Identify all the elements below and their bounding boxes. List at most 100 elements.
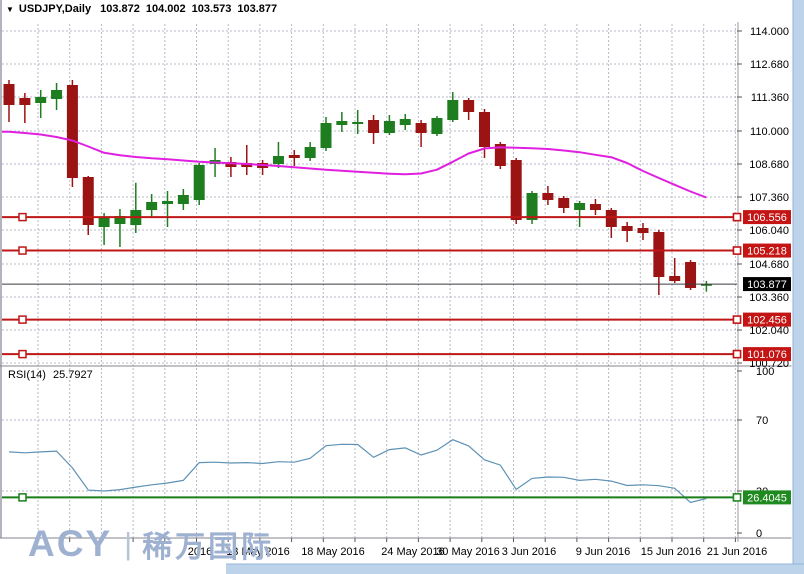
date-axis-label: 24 May 2016 <box>381 546 445 558</box>
price-axis-label: 103.360 <box>749 292 789 304</box>
candle-bull <box>98 218 110 227</box>
candle-bear <box>479 112 490 147</box>
candle-bear <box>494 144 506 166</box>
candle-bear <box>288 155 300 158</box>
rsi-name: RSI(14) <box>8 369 46 381</box>
date-axis-label: 13 May 2016 <box>226 546 290 558</box>
ma-layer <box>2 130 707 199</box>
rsi-line <box>8 439 707 504</box>
candle-bull <box>193 165 205 200</box>
candle-bear <box>558 198 570 208</box>
candle-bear <box>225 162 237 167</box>
rsi-hline-badge <box>743 490 791 505</box>
candle-bear <box>589 204 601 210</box>
price-axis-label: 114.000 <box>750 26 789 38</box>
window-bottom-border <box>226 564 804 574</box>
hline-price-badge <box>743 210 791 225</box>
candle-bear <box>637 228 649 233</box>
candle-bear <box>19 98 31 105</box>
ohlc-close: 103.877 <box>237 3 278 15</box>
candle-bear <box>669 276 681 281</box>
date-axis-label: 9 Jun 2016 <box>576 546 630 558</box>
rsi-level-label: 0 <box>756 528 762 540</box>
ohlc-open: 103.872 <box>100 3 140 15</box>
candle-bull <box>304 147 316 158</box>
hline-price-badge-marker <box>732 315 742 324</box>
candle-bear <box>241 163 253 167</box>
hline-drag-handle[interactable] <box>18 246 27 255</box>
candle-bull <box>431 118 443 134</box>
price-axis-layer: 114.000 112.680 111.360 110.000 108.680 107.3… <box>732 26 791 540</box>
hline-price-badge-text: 105.218 <box>747 246 787 258</box>
ohlc-high: 104.002 <box>145 3 186 15</box>
candle-bull <box>272 156 284 164</box>
date-axis-label: 2016 <box>188 546 212 558</box>
candle-bear <box>368 120 380 133</box>
candle-bull <box>162 201 173 204</box>
grid-layer <box>2 24 737 542</box>
logo-brand-text: ACY <box>28 523 113 564</box>
date-axis-label: 3 Jun 2016 <box>502 546 556 558</box>
hline-price-badge <box>743 347 791 362</box>
hline-drag-handle[interactable] <box>18 349 27 359</box>
logo-cjk-name: 稀万国际 <box>142 531 275 564</box>
price-axis-label: 102.040 <box>749 325 789 337</box>
current-price-badge-text: 103.877 <box>747 279 787 291</box>
candle-bull <box>399 119 411 125</box>
hline-price-badge-marker <box>732 349 742 359</box>
hline-price-badge <box>743 312 791 327</box>
date-axis-label: 30 May 2016 <box>436 546 500 558</box>
price-axis-label: 110.000 <box>750 126 789 138</box>
date-axis-layer: 2016 13 May 2016 18 May 2016 24 May 201630 … <box>188 546 768 558</box>
candle-bull <box>336 121 348 125</box>
candle-bull <box>114 216 126 224</box>
rsi-curve-layer <box>8 439 707 504</box>
moving-average-line <box>2 130 707 199</box>
hline-price-badge-text: 101.076 <box>747 349 787 361</box>
hline-price-badge <box>743 243 791 258</box>
rsi-level-label: 70 <box>756 415 768 427</box>
candle-bear <box>605 210 617 227</box>
broker-logo: ACY | 稀万国际 <box>28 522 274 566</box>
rsi-indicator-label: RSI(14) 25.7927 <box>8 369 97 381</box>
candle-bull <box>700 284 712 286</box>
price-axis-label: 104.680 <box>749 259 789 271</box>
symbol-title: USDJPY,Daily <box>18 3 92 15</box>
candle-bear <box>621 226 633 231</box>
date-axis-label: 15 Jun 2016 <box>641 546 702 558</box>
candle-bull <box>526 193 538 220</box>
symbol-marker-icon: ▼ <box>6 4 14 14</box>
rsi-level-label: 100 <box>756 366 774 378</box>
candles-layer <box>3 80 712 295</box>
candle-bull <box>35 97 47 103</box>
date-axis-label: 18 May 2016 <box>301 546 365 558</box>
candle-bear <box>685 262 697 288</box>
hline-price-badge-text: 106.556 <box>747 212 787 224</box>
candle-bear <box>82 177 94 225</box>
price-axis-label: 111.360 <box>751 92 789 104</box>
hline-drag-handle[interactable] <box>18 315 27 324</box>
candle-bull <box>574 203 586 210</box>
candle-bear <box>542 193 554 200</box>
candle-bull <box>51 90 63 99</box>
candle-bear <box>415 123 427 133</box>
candle-bull <box>146 202 158 210</box>
candle-bull <box>320 123 332 148</box>
candle-bull <box>447 100 459 120</box>
window-right-border <box>793 0 804 574</box>
rsi-hline-drag-handle[interactable] <box>18 493 27 502</box>
price-axis-label: 108.680 <box>749 159 789 171</box>
hline-drag-handle[interactable] <box>18 212 27 222</box>
candle-bear <box>653 232 665 277</box>
symbol-header: ▼ USDJPY,Daily 103.872 104.002 103.573 1… <box>6 3 283 15</box>
current-price-badge <box>743 277 791 292</box>
hlines-layer <box>2 212 742 359</box>
hline-price-badge-marker <box>732 246 742 255</box>
hline-price-badge-text: 102.456 <box>747 315 787 327</box>
candle-bull <box>352 122 364 124</box>
hline-price-badge-marker <box>732 212 742 222</box>
price-axis-label: 107.360 <box>749 192 789 204</box>
rsi-hline-badge-marker <box>732 493 742 502</box>
